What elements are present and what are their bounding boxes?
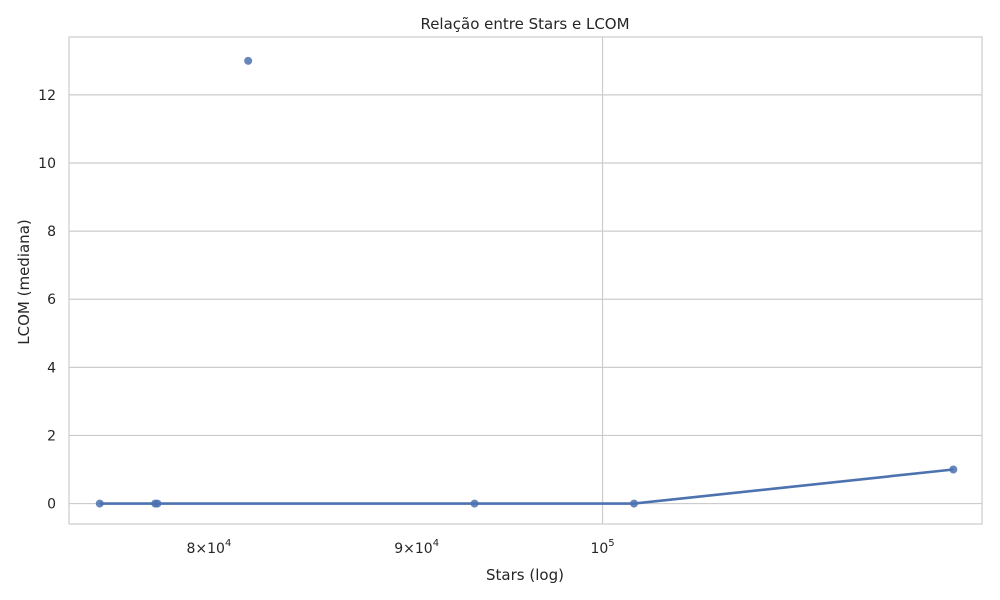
y-tick-label: 0 [47,497,56,513]
y-tick-label: 8 [47,224,56,240]
data-point [244,56,253,65]
series [95,56,958,508]
y-tick-label: 12 [38,88,56,104]
data-point [949,465,958,474]
data-point [153,499,162,508]
data-point [630,499,639,508]
y-tick-label: 6 [47,292,56,308]
data-point [470,499,479,508]
x-tick-label: 8×104 [186,538,231,557]
y-tick-label: 2 [47,428,56,444]
y-axis-label: LCOM (mediana) [15,219,33,344]
plot-frame [68,36,983,525]
y-tick-label: 10 [38,156,56,172]
y-tick-labels: 0 2 4 6 8 10 12 [38,88,56,513]
data-point [95,499,104,508]
x-tick-labels: 8×104 9×104 105 [186,538,614,557]
chart-title: Relação entre Stars e LCOM [420,15,629,33]
trend-line [99,468,954,505]
grid [69,37,982,524]
x-tick-label: 105 [590,538,614,557]
x-tick-label: 9×104 [394,538,439,557]
y-tick-label: 4 [47,360,56,376]
x-axis-label: Stars (log) [486,566,564,584]
